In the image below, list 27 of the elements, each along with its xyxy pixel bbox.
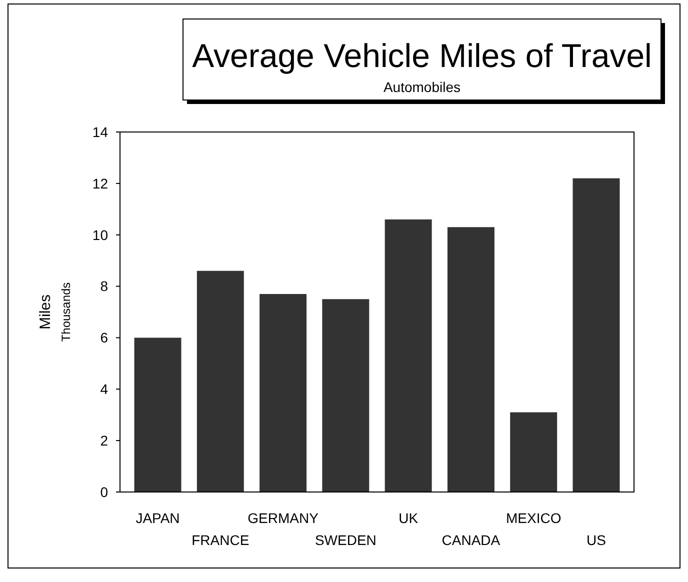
x-tick-label: UK	[398, 510, 419, 526]
x-tick-label: FRANCE	[192, 532, 250, 548]
y-tick-label: 0	[100, 484, 108, 500]
y-tick-label: 2	[100, 432, 108, 448]
y-tick-label: 12	[92, 175, 108, 192]
bar	[572, 178, 620, 492]
y-tick-label: 8	[100, 278, 108, 294]
bar	[134, 338, 182, 492]
bar	[260, 294, 307, 492]
bar	[384, 219, 432, 492]
chart-title: Average Vehicle Miles of Travel	[192, 37, 652, 74]
x-tick-label: US	[586, 532, 606, 548]
y-tick-label: 10	[92, 226, 108, 243]
y-tick-label: 6	[100, 330, 108, 346]
y-tick-label: 14	[92, 124, 108, 140]
bar	[322, 299, 370, 492]
x-tick-label: JAPAN	[136, 510, 180, 526]
y-tick-label: 4	[100, 381, 108, 398]
x-tick-label: MEXICO	[506, 510, 562, 526]
chart-subtitle: Automobiles	[383, 79, 461, 95]
x-tick-label: CANADA	[442, 532, 501, 548]
y-axis-title: Miles Thousands	[37, 282, 73, 342]
x-tick-label: SWEDEN	[314, 532, 376, 548]
bar	[510, 412, 558, 492]
x-tick-label: GERMANY	[248, 510, 320, 526]
bar	[447, 227, 494, 492]
bar	[196, 270, 244, 492]
